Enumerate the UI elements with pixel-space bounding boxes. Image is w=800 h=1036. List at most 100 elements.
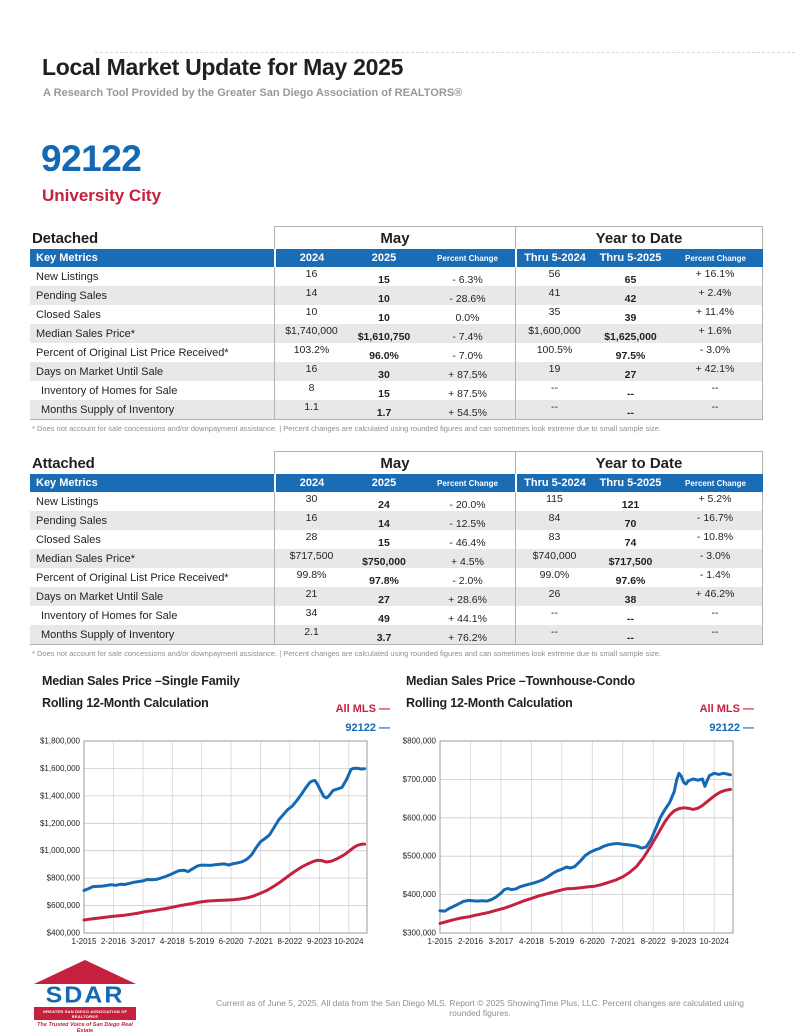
metric-value: 1.1 [274,400,348,419]
metric-label: Days on Market Until Sale [36,365,164,378]
metric-label: Median Sales Price* [36,327,136,340]
metric-value: - 16.7% [668,511,763,530]
page-subtitle: A Research Tool Provided by the Greater … [43,87,463,99]
metric-label: Pending Sales [36,289,107,302]
x-axis-label: 1-2015 [72,937,97,946]
section-title-detached: Detached [32,230,98,247]
x-axis-label: 9-2023 [671,937,696,946]
table-row: Closed Sales 10 10 0.0% 35 39 + 11.4% [30,305,763,324]
metric-value: $1,740,000 [274,324,348,343]
metric-value: 21 [274,587,348,606]
series-line-allmls [82,842,367,922]
metric-value: -- [668,400,763,419]
series-line-allmls [438,787,732,925]
x-axis-label: 8-2022 [641,937,666,946]
col-header-2024: 2024 [274,249,348,267]
chart-title: Median Sales Price –Single Family [42,674,240,688]
group-header-ytd: Year to Date [515,226,763,249]
sdar-logo-banner: GREATER SAN DIEGO ASSOCIATION OF REALTOR… [34,1007,136,1020]
col-header-2024: 2024 [274,474,348,492]
metric-value: 99.0% [515,568,593,587]
page-title: Local Market Update for May 2025 [42,54,404,80]
group-header-may: May [274,226,515,249]
legend-all-mls: All MLS — [699,703,754,715]
footer-disclaimer: Current as of June 5, 2025. All data fro… [215,998,745,1018]
x-axis-label: 1-2015 [428,937,453,946]
metric-value: $717,500 [274,549,348,568]
metric-value: 65 [624,273,637,286]
metric-value: + 76.2% [448,631,487,644]
table-row: Pending Sales 14 10 - 28.6% 41 42 + 2.4% [30,286,763,305]
metric-value: 14 [378,517,390,530]
chart-legend: All MLS — 92122 — [336,700,390,738]
metric-value: 16 [274,267,348,286]
metric-value: 24 [378,498,390,511]
metric-value: 38 [624,593,637,606]
sdar-logo: SDAR GREATER SAN DIEGO ASSOCIATION OF RE… [32,960,138,1034]
metric-value: - 3.0% [668,343,763,362]
col-header-thru-2025: Thru 5-2025 [599,477,662,489]
x-axis-label: 4-2018 [519,937,544,946]
col-header-ytd-pct-change: Percent Change [685,478,746,488]
zip-code: 92122 [41,138,142,179]
x-axis-label: 9-2023 [307,937,332,946]
table-row: Months Supply of Inventory 1.1 1.7 + 54.5% -… [30,400,763,419]
table-column-header: Key Metrics 2024 2025 Percent Change Thr… [30,249,763,267]
table-footnote: * Does not account for sale concessions … [32,649,661,658]
chart-legend: All MLS — 92122 — [700,700,754,738]
table-row: Median Sales Price* $717,500 $750,000 + 4.5… [30,549,763,568]
metric-value: - 6.3% [452,273,483,286]
table-row: Pending Sales 16 14 - 12.5% 84 70 - 16.7% [30,511,763,530]
metric-value: 97.6% [615,574,646,587]
section-title-attached: Attached [32,455,95,472]
metric-value: 1.7 [376,406,392,419]
x-axis-label: 10-2024 [334,937,364,946]
y-axis-label: $800,000 [403,737,437,746]
x-axis-label: 4-2018 [160,937,185,946]
x-axis-label: 5-2019 [189,937,214,946]
metric-value: 30 [378,368,390,381]
col-header-thru-2025: Thru 5-2025 [599,252,662,264]
table-body: New Listings 30 24- 20.0% 115 121 + 5.2% Pendi… [30,492,763,645]
plot-border [439,740,734,934]
metric-value: -- [627,406,634,419]
metric-label: Closed Sales [36,308,101,321]
x-axis-label: 10-2024 [700,937,730,946]
metric-value: -- [515,381,593,400]
y-axis-label: $700,000 [403,775,437,784]
metric-value: - 12.5% [449,517,486,530]
metric-value: + 11.4% [668,305,763,324]
metric-value: -- [627,387,634,400]
metric-label: Inventory of Homes for Sale [41,384,178,397]
col-header-thru-2024: Thru 5-2024 [515,249,593,267]
metric-value: 16 [274,362,348,381]
table-row: Percent of Original List Price Received*… [30,568,763,587]
table-row: Inventory of Homes for Sale 34 49 + 44.1% --… [30,606,763,625]
metric-value: - 46.4% [449,536,486,549]
metric-value: + 16.1% [668,267,763,286]
table-row: Percent of Original List Price Received*… [30,343,763,362]
line-chart-svg: 1-2015 2-2016 3-2017 4-2018 5-2019 6-2020 7-20… [40,737,368,946]
col-header-thru-2024: Thru 5-2024 [515,474,593,492]
chart-subtitle: Rolling 12-Month Calculation [42,696,209,710]
metric-value: + 2.4% [668,286,763,305]
chart-townhouse-condo: Median Sales Price –Townhouse-Condo Roll… [400,672,762,952]
metric-value: -- [515,400,593,419]
metric-value: 8 [274,381,348,400]
x-axis-label: 6-2020 [219,937,244,946]
metric-label: Percent of Original List Price Received* [36,346,229,359]
metric-label: Percent of Original List Price Received* [36,571,229,584]
y-axis-label: $1,800,000 [40,737,81,746]
metric-value: + 87.5% [448,387,487,400]
metric-value: 2.1 [274,625,348,644]
metric-value: 15 [378,273,390,286]
y-axis-label: $600,000 [47,901,81,910]
metric-value: $1,610,750 [357,330,411,343]
metric-value: 97.8% [369,574,399,587]
chart-subtitle: Rolling 12-Month Calculation [406,696,573,710]
metric-value: 74 [624,536,637,549]
series-line-zip92122 [438,771,732,913]
sdar-logo-word: SDAR [45,982,125,1008]
sdar-logo-tagline: The Trusted Voice of San Diego Real Esta… [37,1022,133,1034]
